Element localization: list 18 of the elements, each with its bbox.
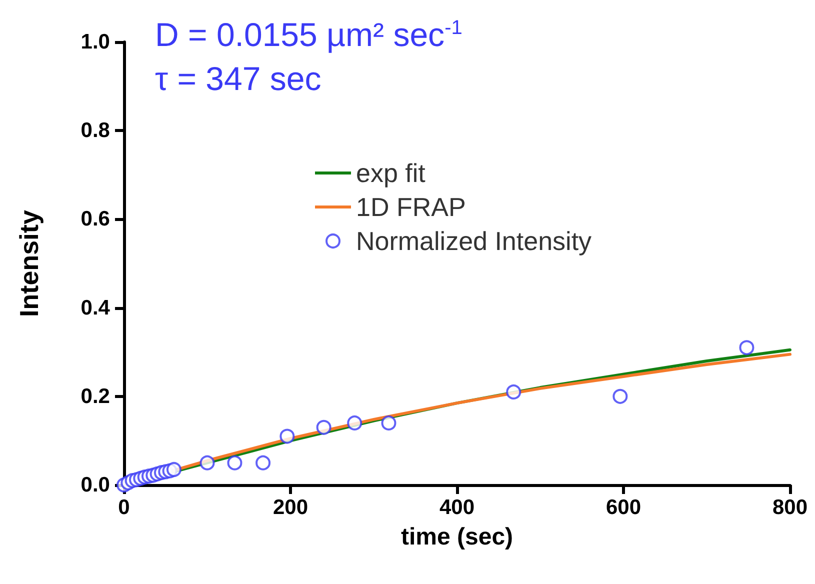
y-tick-label: 0.4	[80, 296, 110, 320]
x-tick-label: 800	[772, 496, 808, 519]
legend-label: Normalized Intensity	[356, 226, 592, 256]
y-tick-label: 0.2	[80, 384, 110, 408]
x-tick-label: 400	[439, 496, 475, 519]
y-tick-label: 0.6	[80, 208, 110, 231]
annotation: τ = 347 sec	[155, 59, 322, 99]
annotation: D = 0.0155 µm² sec$^{-1}$	[155, 15, 462, 55]
y-tick-label: 1.0	[80, 30, 110, 54]
legend-label: 1D FRAP	[356, 192, 466, 222]
x-tick-label: 0	[118, 496, 130, 519]
legend-label: exp fit	[356, 158, 426, 188]
x-tick-label: 600	[606, 496, 642, 519]
y-tick-label: 0.8	[80, 119, 110, 142]
y-axis-title: Intensity	[14, 210, 44, 317]
y-tick-label: 0.0	[80, 474, 110, 496]
x-axis-title: time (sec)	[400, 524, 514, 550]
x-tick-label: 200	[272, 496, 308, 519]
